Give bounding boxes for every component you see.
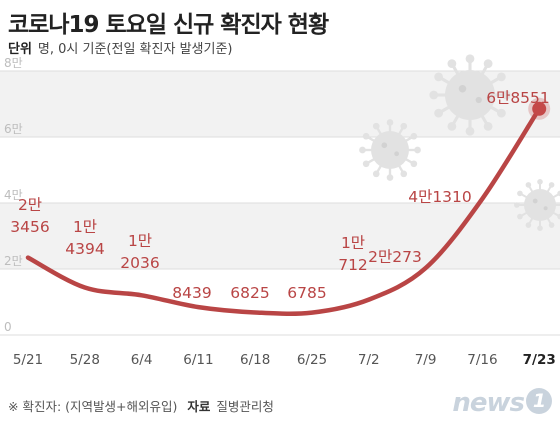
series-line — [25, 106, 542, 316]
virus-decorations — [359, 54, 560, 231]
y-tick-label: 6만 — [4, 122, 23, 136]
logo-badge: 1 — [526, 388, 552, 414]
data-markers — [528, 97, 551, 120]
data-label: 2만 3456 — [10, 196, 49, 236]
unit-note: 단위 명, 0시 기준(전일 확진자 발생기준) — [8, 38, 232, 57]
data-label: 4만1310 — [408, 188, 472, 206]
x-tick-label: 7/9 — [415, 352, 437, 368]
x-tick-label: 6/4 — [131, 352, 153, 368]
data-label: 6만8551 — [486, 89, 550, 107]
x-tick-label: 7/23 — [523, 352, 556, 368]
virus-icon — [359, 119, 421, 181]
unit-key: 단위 — [8, 42, 32, 57]
data-label: 1만 712 — [338, 234, 368, 274]
x-tick-label: 7/2 — [358, 352, 380, 368]
x-tick-label: 6/25 — [297, 352, 327, 368]
chart-title: 코로나19 토요일 신규 확진자 현황 — [8, 12, 329, 38]
news1-logo: news 1 — [452, 388, 552, 418]
data-label: 6785 — [287, 284, 326, 302]
grid-band — [0, 203, 560, 269]
data-labels: 2만 3456 1만 4394 1만 2036 8439 6825 6785 1만 712 2만273… — [10, 89, 550, 302]
x-tick-label: 6/11 — [183, 352, 213, 368]
virus-icon — [429, 54, 511, 136]
data-label: 2만273 — [368, 248, 422, 266]
data-label: 6825 — [230, 284, 269, 302]
data-label: 1만 4394 — [65, 218, 104, 258]
x-axis-ticks: 5/21 5/28 6/4 6/11 6/18 6/25 7/2 7/9 7/16 7/23 — [13, 352, 556, 368]
data-label: 1만 2036 — [120, 232, 159, 272]
y-tick-label: 8만 — [4, 56, 23, 70]
source-value: 질병관리청 — [216, 399, 274, 414]
logo-text: news — [452, 388, 525, 418]
x-tick-label: 5/28 — [70, 352, 100, 368]
unit-value: 명, 0시 기준(전일 확진자 발생기준) — [37, 42, 233, 57]
data-marker — [532, 101, 547, 116]
footer-note: ※ 확진자: (지역발생+해외유입) 자료 질병관리청 — [8, 396, 274, 415]
footer-note-text: ※ 확진자: (지역발생+해외유입) — [8, 399, 178, 414]
virus-icon — [514, 179, 560, 231]
y-tick-label: 4만 — [4, 188, 23, 202]
x-tick-label: 7/16 — [467, 352, 497, 368]
source-key: 자료 — [187, 399, 211, 414]
y-axis-ticks: 0 2만 4만 6만 8만 — [4, 56, 23, 334]
x-tick-label: 5/21 — [13, 352, 43, 368]
data-label: 8439 — [172, 284, 211, 302]
y-tick-label: 0 — [4, 320, 12, 334]
y-tick-label: 2만 — [4, 254, 23, 268]
x-tick-label: 6/18 — [240, 352, 270, 368]
